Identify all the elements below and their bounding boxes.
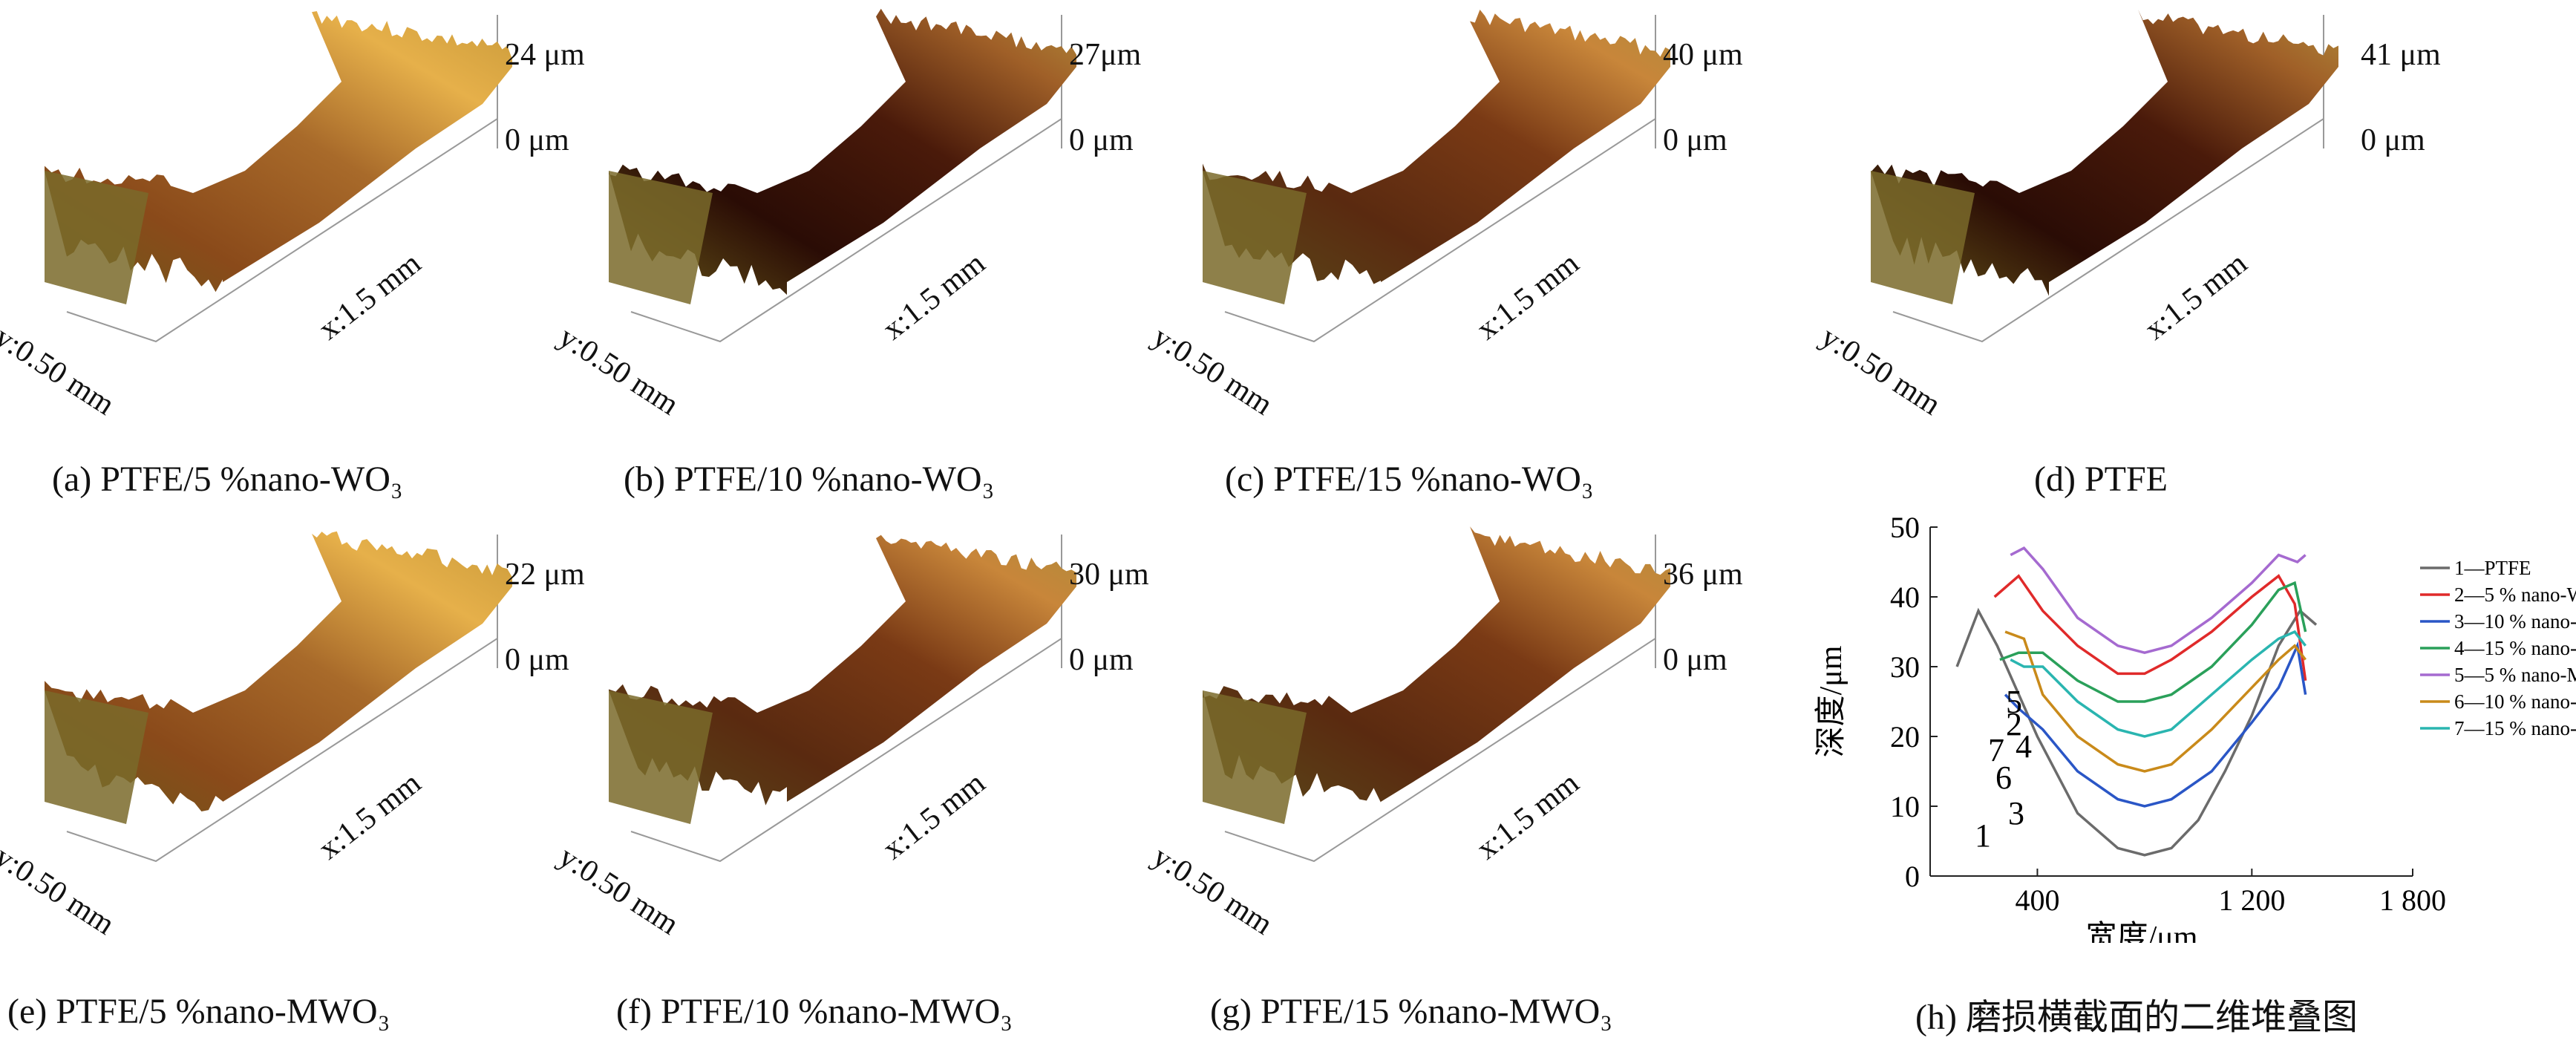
- legend-entry: 2—5 % nano-WO₃: [2454, 584, 2576, 606]
- legend-entry: 3—10 % nano-WO₃: [2454, 610, 2576, 633]
- legend-entry: 7—15 % nano-MWO₃: [2454, 717, 2576, 739]
- panel-caption-g: (g) PTFE/15 %nano-MWO₃: [1210, 992, 1612, 1031]
- series-line-1: [1955, 607, 2318, 857]
- z-max-label: 24 μm: [505, 38, 585, 72]
- z-min-label: 0 μm: [1069, 643, 1134, 677]
- surface-panel-d: 41 μm 0 μm x:1.5 mm y:0.50 mm: [1814, 0, 2441, 445]
- y-tick-label: 50: [1890, 511, 1920, 544]
- chart-caption: (h) 磨损横截面的二维堆叠图: [1915, 998, 2358, 1037]
- x-tick-label: 1 200: [2218, 883, 2285, 917]
- surface-plot-a: [45, 11, 512, 343]
- z-min-label: 0 μm: [1663, 123, 1727, 157]
- surface-plot-e: [45, 531, 512, 863]
- y-tick-label: 30: [1890, 650, 1920, 684]
- x-tick-label: 400: [2015, 883, 2059, 917]
- curve-number-label: 1: [1975, 817, 1991, 854]
- z-min-label: 0 μm: [1663, 643, 1727, 677]
- series-line-2: [1993, 574, 2307, 682]
- y-tick-label: 0: [1905, 860, 1920, 893]
- surface-plot-c: [1203, 10, 1670, 343]
- z-min-label: 0 μm: [2361, 123, 2425, 157]
- unworn-edge: [1203, 171, 1307, 304]
- y-tick-label: 10: [1890, 790, 1920, 823]
- series-line-3: [2004, 641, 2307, 808]
- unworn-edge: [1203, 690, 1307, 824]
- z-max-label: 40 μm: [1663, 38, 1743, 72]
- z-min-label: 0 μm: [505, 123, 569, 157]
- surface-plot-b: [609, 8, 1076, 343]
- x-tick-label: 1 800: [2379, 883, 2446, 917]
- panel-caption-e: (e) PTFE/5 %nano-MWO₃: [7, 992, 390, 1031]
- panel-caption-a: (a) PTFE/5 %nano-WO₃: [52, 460, 403, 499]
- legend-entry: 4—15 % nano-WO₃: [2454, 637, 2576, 659]
- legend-entry: 1—PTFE: [2454, 557, 2531, 579]
- curve-number-label: 6: [1995, 759, 2012, 796]
- unworn-edge: [609, 688, 713, 824]
- surface-panel-a: 24 μm 0 μm x:1.5 mm y:0.50 mm: [0, 0, 585, 445]
- curve-number-label: 7: [1988, 732, 2004, 768]
- wear-track-surface: [1871, 9, 2338, 296]
- surface-plot-d: [1871, 9, 2338, 343]
- curve-number-label: 2: [2006, 706, 2022, 742]
- surface-panel-c: 40 μm 0 μm x:1.5 mm y:0.50 mm: [1146, 0, 1743, 445]
- curve-number-label: 3: [2008, 795, 2024, 831]
- z-min-label: 0 μm: [1069, 123, 1134, 157]
- cross-section-chart: 0 10 20 30 40 50 400 1 200 1 800 宽度/μm 深度/μm 1 3 6 7 4 2…: [1811, 497, 2576, 1010]
- z-max-label: 41 μm: [2361, 38, 2441, 72]
- series-line-4: [1999, 581, 2307, 703]
- panel-caption-b: (b) PTFE/10 %nano-WO₃: [624, 460, 995, 499]
- surface-panel-b: 27μm 0 μm x:1.5 mm y:0.50 mm: [552, 0, 1141, 445]
- surface-panel-e: 22 μm 0 μm x:1.5 mm y:0.50 mm: [0, 520, 585, 980]
- surface-plot-f: [609, 535, 1076, 863]
- surface-panel-g: 36 μm 0 μm x:1.5 mm y:0.50 mm: [1146, 520, 1743, 980]
- legend-entry: 6—10 % nano-MWO₃: [2454, 690, 2576, 713]
- legend-entry: 5—5 % nano-MWO₃: [2454, 664, 2576, 686]
- wear-track-surface: [609, 535, 1076, 805]
- z-max-label: 22 μm: [505, 558, 585, 592]
- wear-track-surface: [609, 8, 1076, 295]
- surface-panel-f: 30 μm 0 μm x:1.5 mm y:0.50 mm: [552, 520, 1149, 980]
- unworn-edge: [45, 690, 148, 824]
- panel-caption-d: (d) PTFE: [2034, 460, 2168, 499]
- panel-caption-c: (c) PTFE/15 %nano-WO₃: [1225, 460, 1594, 499]
- y-tick-label: 40: [1890, 581, 1920, 614]
- z-max-label: 36 μm: [1663, 558, 1743, 592]
- z-max-label: 27μm: [1069, 38, 1142, 72]
- unworn-edge: [609, 164, 713, 304]
- z-min-label: 0 μm: [505, 643, 569, 677]
- curve-number-label: 5: [2006, 684, 2022, 720]
- wear-track-surface: [1203, 10, 1670, 284]
- surface-plot-g: [1203, 526, 1670, 863]
- z-max-label: 30 μm: [1069, 558, 1149, 592]
- curve-number-label: 4: [2016, 728, 2032, 765]
- wear-track-surface: [45, 531, 512, 811]
- series-line-6: [2004, 630, 2307, 773]
- unworn-edge: [45, 170, 148, 304]
- wear-track-surface: [1203, 526, 1670, 803]
- y-tick-label: 20: [1890, 720, 1920, 754]
- x-axis-title: 宽度/μm: [2086, 920, 2198, 943]
- unworn-edge: [1871, 166, 1975, 304]
- y-axis-title: 深度/μm: [1814, 645, 1848, 757]
- series-line-7: [2010, 630, 2307, 738]
- wear-track-surface: [45, 11, 512, 293]
- series-line-5: [2010, 546, 2307, 655]
- panel-caption-f: (f) PTFE/10 %nano-MWO₃: [616, 992, 1013, 1031]
